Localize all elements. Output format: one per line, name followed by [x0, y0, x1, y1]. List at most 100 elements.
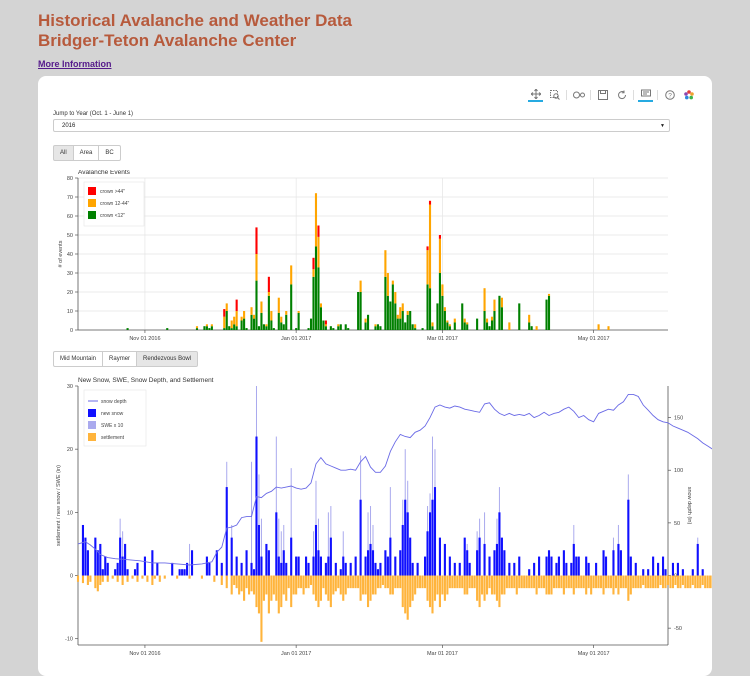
new-snow-bar — [476, 550, 478, 575]
event-bar — [280, 317, 282, 323]
year-select[interactable]: 2016 ▼ — [53, 119, 670, 132]
settlement-bar — [620, 576, 622, 589]
settlement-bar — [674, 576, 676, 585]
event-bar — [243, 311, 245, 319]
new-snow-bar — [340, 569, 342, 575]
event-bar — [387, 273, 389, 296]
settlement-bar — [593, 576, 595, 589]
event-bar — [531, 326, 533, 330]
y-tick-label: 70 — [67, 195, 73, 201]
reset-icon[interactable] — [614, 88, 629, 101]
settlement-bar — [630, 576, 632, 595]
event-bar — [263, 324, 265, 330]
pan-icon[interactable] — [528, 87, 543, 102]
new-snow-bar — [298, 557, 300, 576]
filter-all-button[interactable]: All — [53, 145, 74, 161]
new-snow-bar — [285, 563, 287, 576]
settlement-bar — [347, 576, 349, 589]
event-bar — [486, 319, 488, 323]
new-snow-bar — [464, 538, 466, 576]
event-bar — [241, 317, 243, 321]
new-snow-bar — [355, 557, 357, 576]
event-bar — [397, 315, 399, 319]
event-bar — [360, 281, 362, 292]
event-bar — [441, 284, 443, 295]
new-snow-bar — [501, 538, 503, 576]
new-snow-bar — [635, 563, 637, 576]
new-snow-bar — [283, 550, 285, 575]
bokeh-logo-icon[interactable] — [681, 88, 696, 101]
x-tick-label: May 01 2017 — [578, 336, 610, 342]
filter-bc-button[interactable]: BC — [98, 145, 120, 161]
new-snow-bar — [466, 550, 468, 575]
settlement-bar — [365, 576, 367, 595]
legend-swatch — [88, 211, 96, 219]
station-mid-mountain-button[interactable]: Mid Mountain — [53, 351, 103, 367]
settlement-bar — [298, 576, 300, 589]
more-information-link[interactable]: More Information — [38, 59, 112, 69]
save-icon[interactable] — [595, 88, 610, 101]
event-bar — [501, 298, 503, 308]
event-bar — [508, 322, 510, 330]
chart-toolbar: ? — [528, 87, 696, 102]
legend-label: settlement — [101, 435, 125, 441]
event-bar — [439, 273, 441, 330]
filter-area-button[interactable]: Area — [73, 145, 100, 161]
event-bar — [312, 277, 314, 330]
settlement-bar — [652, 576, 654, 589]
station-rendezvous-bowl-button[interactable]: Rendezvous Bowl — [136, 351, 198, 367]
settlement-bar — [404, 576, 406, 614]
settlement-bar — [471, 576, 473, 589]
event-bar — [285, 311, 287, 315]
new-snow-bar — [677, 563, 679, 576]
settlement-bar — [374, 576, 376, 595]
settlement-bar — [521, 576, 523, 589]
new-snow-bar — [97, 550, 99, 575]
station-filter-group: Mid Mountain Raymer Rendezvous Bowl — [53, 351, 198, 367]
new-snow-bar — [275, 512, 277, 575]
event-bar — [548, 296, 550, 330]
settlement-bar — [417, 576, 419, 589]
settlement-bar — [335, 576, 337, 592]
settlement-bar — [290, 576, 292, 608]
settlement-bar — [436, 576, 438, 595]
settlement-bar — [233, 576, 235, 585]
new-snow-bar — [588, 563, 590, 576]
event-bar — [407, 315, 409, 330]
event-bar — [307, 328, 309, 330]
new-snow-bar — [513, 563, 515, 576]
new-snow-bar — [664, 569, 666, 575]
help-icon[interactable]: ? — [662, 88, 677, 101]
wheel-zoom-icon[interactable] — [571, 88, 586, 101]
event-bar — [454, 319, 456, 323]
new-snow-bar — [127, 569, 129, 575]
settlement-bar — [699, 576, 701, 589]
new-snow-bar — [652, 557, 654, 576]
settlement-bar — [77, 576, 79, 582]
settlement-bar — [246, 576, 248, 589]
settlement-bar — [241, 576, 243, 592]
settlement-bar — [352, 576, 354, 589]
box-zoom-icon[interactable] — [547, 88, 562, 101]
y2-axis-label: snow depth (in) — [686, 487, 692, 525]
settlement-bar — [82, 576, 84, 584]
settlement-bar — [392, 576, 394, 595]
settlement-bar — [141, 576, 143, 579]
event-bar — [446, 321, 448, 323]
event-bar — [446, 322, 448, 330]
settlement-bar — [154, 576, 156, 579]
settlement-bar — [560, 576, 562, 589]
hover-icon[interactable] — [638, 87, 653, 102]
new-snow-bar — [570, 563, 572, 576]
event-bar — [402, 311, 404, 330]
event-bar — [265, 324, 267, 326]
new-snow-bar — [518, 557, 520, 576]
snow-weather-chart[interactable]: New Snow, SWE, Snow Depth, and Settlemen… — [38, 376, 712, 666]
settlement-bar — [446, 576, 448, 595]
settlement-bar — [372, 576, 374, 595]
new-snow-bar — [439, 538, 441, 576]
new-snow-bar — [208, 563, 210, 576]
event-bar — [268, 277, 270, 292]
station-raymer-button[interactable]: Raymer — [102, 351, 137, 367]
